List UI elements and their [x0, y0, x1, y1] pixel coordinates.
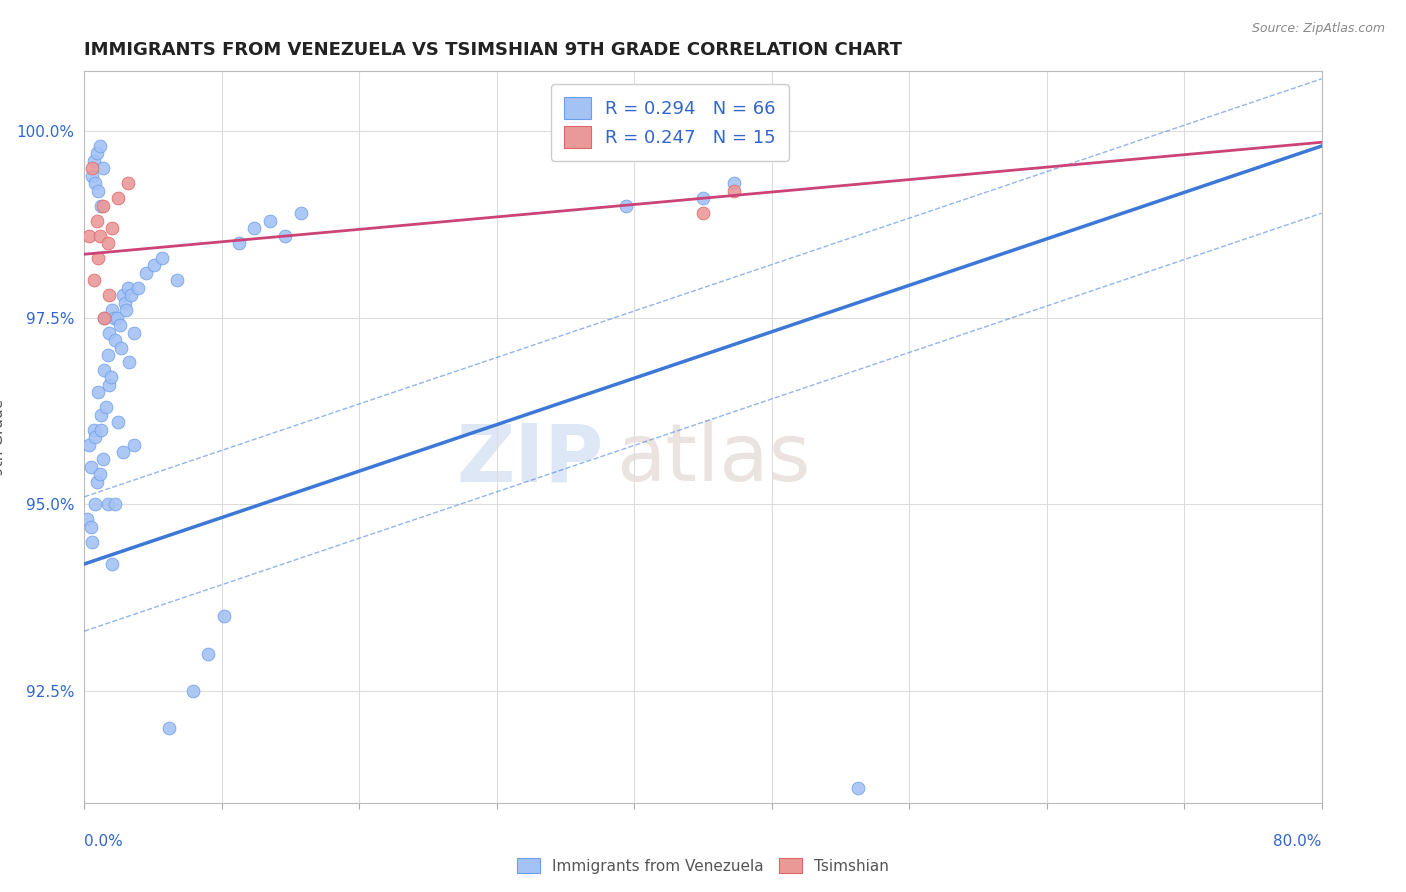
Point — [77, 228, 100, 243]
Point — [104, 333, 127, 347]
Point — [93, 363, 115, 377]
Point — [89, 228, 111, 243]
Point — [107, 191, 129, 205]
Legend: R = 0.294   N = 66, R = 0.247   N = 15: R = 0.294 N = 66, R = 0.247 N = 15 — [551, 84, 789, 161]
Point — [93, 310, 115, 325]
Point — [84, 497, 107, 511]
Point — [107, 415, 129, 429]
Point — [98, 326, 121, 340]
Point — [135, 266, 157, 280]
Text: 80.0%: 80.0% — [1274, 834, 1322, 849]
Point — [90, 423, 112, 437]
Point — [143, 259, 166, 273]
Point — [723, 184, 745, 198]
Point — [181, 683, 204, 698]
Point — [103, 310, 125, 325]
Point — [212, 609, 235, 624]
Point — [117, 281, 139, 295]
Point — [159, 721, 180, 735]
Point — [82, 534, 104, 549]
Point — [87, 251, 110, 265]
Point — [83, 273, 105, 287]
Point — [101, 303, 124, 318]
Point — [93, 310, 115, 325]
Point — [83, 423, 105, 437]
Point — [110, 341, 132, 355]
Y-axis label: 9th Grade: 9th Grade — [0, 399, 6, 475]
Point — [692, 191, 714, 205]
Point — [89, 467, 111, 482]
Point — [108, 318, 131, 332]
Point — [127, 281, 149, 295]
Text: atlas: atlas — [616, 420, 811, 498]
Point — [259, 213, 281, 227]
Point — [614, 199, 637, 213]
Point — [120, 288, 142, 302]
Point — [101, 557, 124, 571]
Point — [89, 139, 111, 153]
Point — [243, 221, 266, 235]
Point — [98, 288, 121, 302]
Point — [118, 355, 141, 369]
Point — [76, 512, 98, 526]
Point — [86, 213, 108, 227]
Point — [86, 475, 108, 489]
Point — [82, 161, 104, 176]
Text: ZIP: ZIP — [457, 420, 605, 498]
Legend: Immigrants from Venezuela, Tsimshian: Immigrants from Venezuela, Tsimshian — [510, 852, 896, 880]
Point — [87, 385, 110, 400]
Point — [114, 295, 136, 310]
Point — [96, 235, 118, 250]
Point — [90, 408, 112, 422]
Point — [112, 445, 135, 459]
Point — [166, 273, 188, 287]
Point — [117, 177, 139, 191]
Point — [84, 177, 107, 191]
Point — [112, 288, 135, 302]
Point — [84, 430, 107, 444]
Point — [150, 251, 173, 265]
Text: 0.0%: 0.0% — [84, 834, 124, 849]
Point — [79, 519, 101, 533]
Point — [98, 377, 121, 392]
Point — [692, 206, 714, 220]
Point — [87, 184, 110, 198]
Point — [79, 459, 101, 474]
Text: IMMIGRANTS FROM VENEZUELA VS TSIMSHIAN 9TH GRADE CORRELATION CHART: IMMIGRANTS FROM VENEZUELA VS TSIMSHIAN 9… — [84, 41, 903, 59]
Point — [274, 228, 297, 243]
Point — [90, 199, 112, 213]
Point — [723, 177, 745, 191]
Point — [846, 780, 869, 795]
Point — [122, 326, 145, 340]
Point — [96, 348, 118, 362]
Point — [122, 437, 145, 451]
Point — [96, 497, 118, 511]
Point — [86, 146, 108, 161]
Point — [82, 169, 104, 183]
Point — [101, 221, 124, 235]
Point — [290, 206, 312, 220]
Point — [91, 161, 114, 176]
Point — [197, 647, 219, 661]
Point — [77, 437, 100, 451]
Point — [91, 452, 114, 467]
Point — [100, 370, 122, 384]
Point — [83, 153, 105, 168]
Point — [228, 235, 250, 250]
Point — [94, 401, 117, 415]
Point — [105, 310, 128, 325]
Point — [115, 303, 138, 318]
Point — [91, 199, 114, 213]
Point — [104, 497, 127, 511]
Text: Source: ZipAtlas.com: Source: ZipAtlas.com — [1251, 22, 1385, 36]
